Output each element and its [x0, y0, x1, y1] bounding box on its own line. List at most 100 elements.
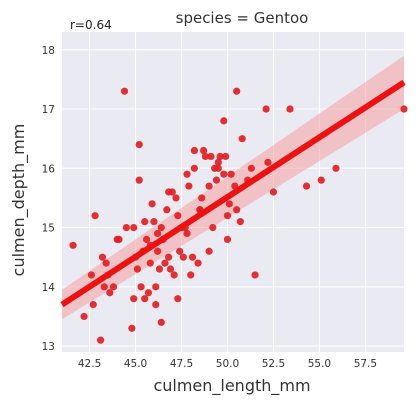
data-point: [130, 295, 138, 303]
data-point: [220, 117, 228, 125]
data-point: [188, 253, 197, 261]
y-tick-label: 17: [42, 104, 55, 116]
data-point: [152, 283, 160, 291]
grid: [62, 32, 404, 352]
data-point: [166, 265, 175, 273]
data-point: [209, 223, 217, 232]
data-point: [198, 194, 206, 202]
data-point: [113, 235, 121, 244]
data-point: [190, 164, 198, 172]
data-point: [146, 259, 154, 267]
data-point: [100, 283, 108, 291]
data-point: [174, 212, 182, 220]
x-tick-label: 42.5: [78, 358, 101, 370]
x-tick-label: 50.0: [216, 358, 239, 370]
y-tick-label: 15: [42, 223, 55, 235]
data-point: [317, 176, 325, 184]
y-tick-label: 16: [42, 163, 56, 175]
data-point: [133, 265, 141, 273]
data-point: [214, 158, 222, 166]
data-point: [190, 146, 198, 155]
data-point: [238, 135, 246, 143]
x-tick-label: 47.5: [170, 358, 193, 370]
regression-line-group: [60, 79, 406, 308]
data-point: [165, 253, 173, 261]
data-point: [155, 265, 164, 273]
data-point: [286, 105, 294, 113]
data-point: [102, 259, 110, 267]
data-point: [269, 188, 278, 196]
data-point: [106, 289, 114, 297]
data-point: [142, 235, 151, 244]
y-tick-label: 18: [42, 45, 55, 57]
data-point: [87, 271, 96, 279]
data-point: [233, 206, 241, 214]
x-tick-label: 57.5: [354, 358, 377, 370]
data-point: [69, 241, 77, 249]
data-point: [205, 182, 213, 190]
data-point: [161, 259, 169, 267]
data-point: [91, 212, 99, 220]
data-point: [205, 247, 213, 255]
data-point: [98, 253, 107, 261]
data-point: [251, 271, 259, 279]
data-point: [120, 87, 129, 95]
x-tick-label: 55.0: [308, 358, 331, 370]
data-point: [236, 218, 244, 226]
data-point: [187, 271, 195, 279]
chart-title: species = Gentoo: [176, 9, 309, 27]
data-point: [150, 218, 158, 226]
data-point: [152, 300, 160, 309]
data-point: [122, 223, 130, 232]
y-tick-label: 14: [42, 282, 56, 294]
data-point: [183, 229, 191, 238]
data-point: [154, 247, 162, 255]
x-tick-label: 45.0: [124, 358, 147, 370]
data-point: [154, 229, 162, 238]
data-point: [185, 182, 193, 190]
data-point: [214, 164, 222, 172]
data-point: [170, 271, 178, 279]
data-points: [69, 87, 408, 344]
data-point: [227, 170, 235, 178]
data-point: [135, 140, 143, 149]
data-point: [141, 295, 149, 303]
data-point: [332, 164, 340, 172]
data-point: [176, 247, 184, 255]
data-point: [157, 318, 165, 326]
data-point: [233, 87, 241, 95]
data-point: [179, 253, 187, 261]
data-point: [144, 289, 153, 297]
data-point: [302, 182, 311, 190]
data-point: [223, 212, 232, 220]
data-point: [157, 223, 165, 232]
data-point: [130, 223, 138, 232]
data-point: [216, 152, 224, 161]
y-tick-labels: 13 14 15 16 17 18: [42, 45, 56, 353]
x-tick-label: 52.5: [262, 358, 285, 370]
y-tick-label: 13: [42, 341, 55, 353]
data-point: [135, 176, 143, 184]
data-point: [141, 218, 149, 226]
data-point: [168, 188, 176, 196]
x-axis-label: culmen_length_mm: [153, 376, 310, 396]
data-point: [148, 200, 156, 208]
y-axis-label: culmen_depth_mm: [9, 124, 29, 277]
data-point: [223, 235, 232, 244]
data-point: [225, 200, 233, 208]
correlation-annotation: r=0.64: [70, 18, 112, 32]
x-tick-labels: 42.5 45.0 47.5 50.0 52.5 55.0 57.5: [78, 358, 377, 370]
data-point: [194, 259, 202, 267]
data-point: [163, 206, 171, 214]
data-point: [174, 295, 182, 303]
data-point: [220, 170, 228, 178]
data-point: [247, 164, 255, 172]
data-point: [199, 146, 208, 155]
data-point: [207, 152, 215, 161]
data-point: [80, 312, 88, 321]
data-point: [183, 170, 191, 178]
data-point: [222, 152, 230, 161]
data-point: [201, 152, 210, 161]
data-point: [262, 105, 270, 113]
